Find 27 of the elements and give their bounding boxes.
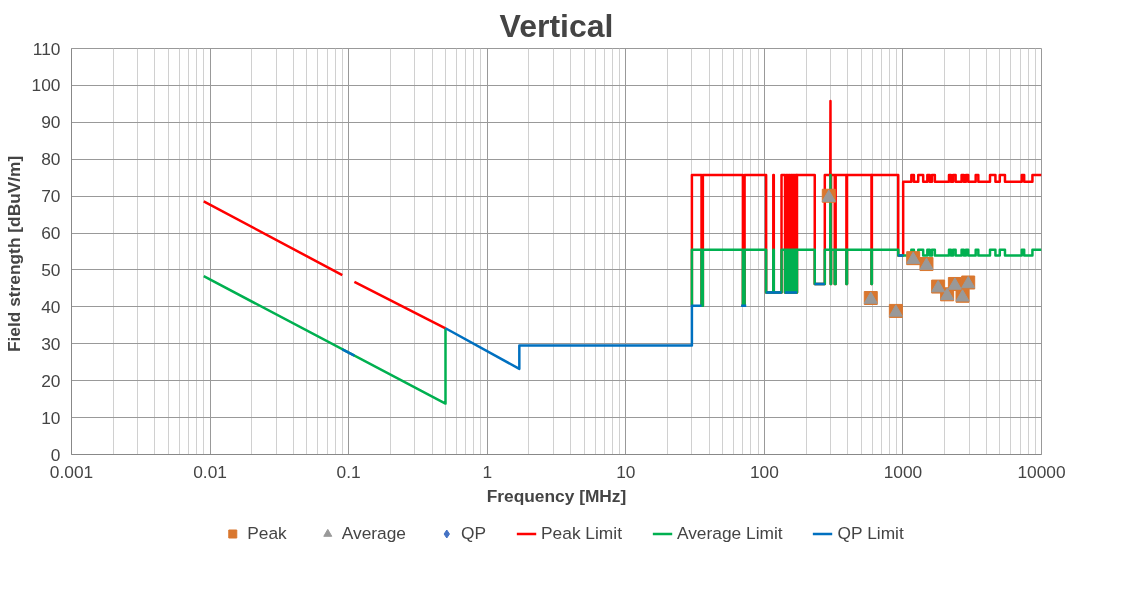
x-tick-label: 0.1 bbox=[336, 461, 361, 482]
legend-label: QP bbox=[461, 522, 487, 544]
x-tick-label: 100 bbox=[749, 461, 779, 482]
x-tick-label: 0.01 bbox=[193, 461, 227, 482]
chart-title: Vertical bbox=[499, 7, 614, 44]
y-tick-label: 110 bbox=[32, 38, 61, 59]
y-axis-title: Field strength [dBuV/m] bbox=[3, 155, 24, 353]
legend-label: QP Limit bbox=[837, 522, 904, 544]
x-tick-label: 1000 bbox=[883, 461, 923, 482]
y-tick-label: 20 bbox=[41, 370, 61, 391]
y-tick-label: 50 bbox=[41, 259, 61, 280]
legend-label: Peak Limit bbox=[541, 522, 622, 544]
y-tick-label: 30 bbox=[41, 333, 61, 354]
y-tick-label: 70 bbox=[41, 186, 61, 207]
y-tick-label: 100 bbox=[31, 75, 61, 96]
legend-label: Average Limit bbox=[676, 522, 783, 544]
x-tick-label: 10 bbox=[616, 461, 636, 482]
y-tick-label: 60 bbox=[41, 223, 61, 244]
y-tick-label: 90 bbox=[41, 112, 61, 133]
legend-label: Average bbox=[341, 522, 407, 544]
x-tick-label: 1 bbox=[482, 461, 493, 482]
y-tick-label: 80 bbox=[41, 149, 61, 170]
y-tick-label: 40 bbox=[41, 296, 61, 317]
x-tick-label: 10000 bbox=[1017, 461, 1066, 482]
y-tick-label: 10 bbox=[41, 407, 61, 428]
legend-label: Peak bbox=[247, 522, 287, 544]
x-axis-title: Frequency [MHz] bbox=[486, 485, 627, 506]
